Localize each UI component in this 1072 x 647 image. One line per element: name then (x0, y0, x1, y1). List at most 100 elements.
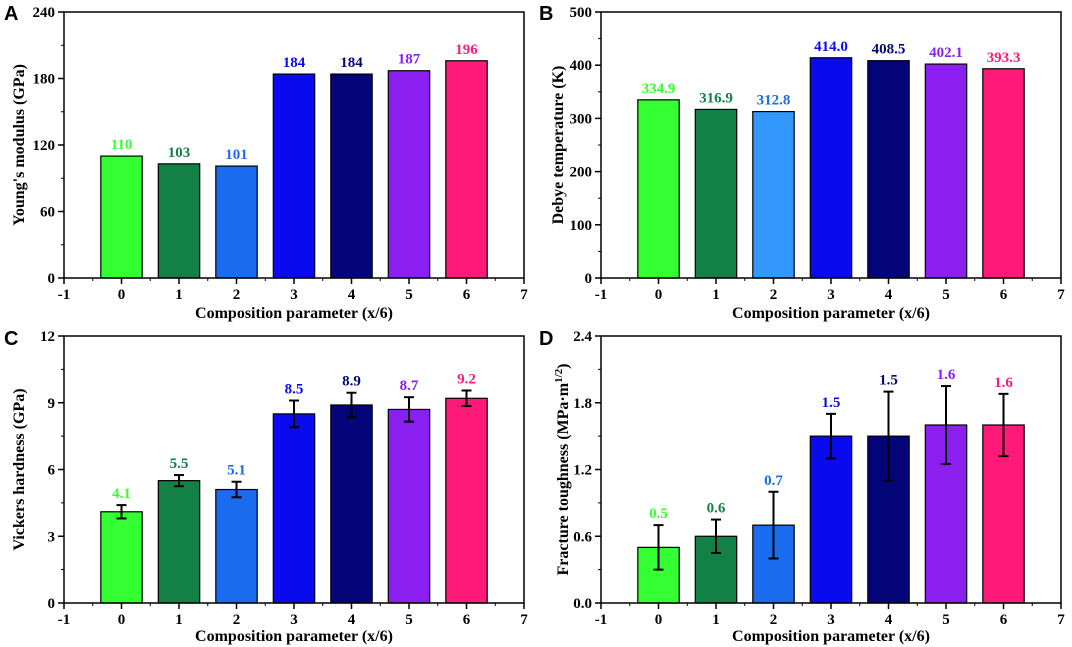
y-axis-title: Debye temperature (K) (550, 66, 567, 225)
bar-a-6 (445, 60, 488, 279)
y-tick-label: 300 (570, 111, 593, 127)
y-tick-label: 2.4 (573, 329, 592, 345)
y-tick-label: 240 (33, 5, 56, 21)
x-tick-label: -1 (58, 612, 71, 628)
bar-c-0 (100, 511, 143, 604)
x-tick-label: 4 (885, 287, 893, 303)
bar-b-5 (924, 63, 968, 279)
data-label-a-1: 103 (168, 145, 191, 161)
x-tick-label: -1 (595, 612, 608, 628)
data-label-a-0: 110 (111, 137, 133, 153)
y-tick-label: 0.6 (573, 529, 592, 545)
x-tick-label: 2 (233, 287, 241, 303)
y-axis-title-superscript: 1/2 (553, 368, 565, 383)
y-tick-label: 100 (570, 218, 593, 234)
x-tick-label: 2 (233, 612, 241, 628)
x-tick-label: 6 (1000, 287, 1008, 303)
y-tick-label: 500 (570, 5, 593, 21)
bar-b-2 (752, 110, 795, 279)
data-label-b-2: 312.8 (757, 93, 791, 109)
data-label-b-6: 393.3 (987, 50, 1021, 66)
data-label-d-3: 1.5 (822, 395, 841, 411)
x-tick-label: 3 (827, 612, 835, 628)
x-tick-label: 7 (520, 612, 528, 628)
data-label-c-4: 8.9 (342, 374, 361, 390)
error-bar-d-6 (998, 392, 1009, 458)
bar-c-3 (272, 413, 316, 604)
data-label-d-6: 1.6 (994, 375, 1013, 391)
bar-c-1 (157, 480, 201, 604)
bar-c-5 (387, 408, 431, 604)
x-tick-label: 7 (520, 287, 528, 303)
y-tick-label: 180 (33, 72, 56, 88)
y-tick-label: 1.8 (573, 396, 592, 412)
x-tick-label: 0 (655, 612, 663, 628)
bar-a-1 (157, 163, 201, 279)
y-tick-label: 60 (40, 205, 55, 221)
data-label-a-5: 187 (398, 52, 421, 68)
data-label-d-2: 0.7 (764, 473, 783, 489)
data-label-d-1: 0.6 (707, 501, 726, 517)
x-tick-label: 0 (118, 287, 126, 303)
chart-panel-d: 0.5 0.6 0.7 1.5 1.5 1.6 1.6 -1 0 1 2 3 4 5 6 7 0.0 0.6 1.2… (553, 329, 1065, 645)
x-axis-title: Composition parameter (x/6) (732, 305, 930, 322)
y-tick-label: 120 (33, 138, 56, 154)
x-axis-title: Composition parameter (x/6) (732, 628, 930, 645)
panel-letter-a: A (4, 3, 18, 25)
y-tick-label: 0.0 (573, 596, 592, 612)
x-tick-label: 4 (348, 612, 356, 628)
bar-c-4 (330, 404, 373, 604)
panel-letter-d: D (539, 328, 553, 350)
y-tick-label: 400 (570, 58, 593, 74)
data-label-b-4: 408.5 (872, 42, 906, 58)
data-label-a-2: 101 (225, 147, 248, 163)
x-tick-label: 5 (942, 287, 950, 303)
error-bar-c-1 (174, 474, 184, 488)
data-label-d-5: 1.6 (937, 367, 956, 383)
error-bar-d-5 (941, 385, 951, 465)
y-tick-label: 0 (48, 271, 56, 287)
error-bar-c-2 (231, 480, 242, 499)
x-tick-label: 4 (885, 612, 893, 628)
error-bar-c-5 (404, 396, 414, 423)
x-tick-label: 3 (290, 287, 298, 303)
x-tick-label: 5 (942, 612, 950, 628)
y-tick-label: 0 (585, 271, 593, 287)
x-tick-label: 6 (463, 612, 471, 628)
data-label-d-4: 1.5 (879, 373, 898, 389)
y-tick-label: 6 (48, 463, 56, 479)
x-tick-label: 1 (712, 612, 720, 628)
error-bar-c-6 (461, 389, 472, 408)
bar-c-6 (445, 397, 488, 604)
data-label-a-6: 196 (455, 42, 478, 58)
x-tick-label: 1 (712, 287, 720, 303)
x-tick-label: 3 (827, 287, 835, 303)
x-tick-label: 2 (770, 612, 778, 628)
error-bar-d-4 (883, 390, 894, 482)
bar-b-1 (694, 108, 738, 279)
bar-b-4 (867, 60, 910, 279)
bar-a-2 (215, 165, 258, 279)
data-label-d-0: 0.5 (649, 506, 668, 522)
error-bar-c-4 (346, 391, 357, 419)
error-bar-c-3 (289, 399, 299, 429)
data-label-b-0: 334.9 (642, 81, 676, 97)
x-tick-label: 0 (655, 287, 663, 303)
data-label-b-3: 414.0 (814, 39, 848, 55)
error-bar-d-0 (653, 524, 664, 571)
x-tick-label: 4 (348, 287, 356, 303)
panel-letter-c: C (4, 328, 18, 350)
x-tick-label: 7 (1057, 287, 1065, 303)
y-tick-label: 12 (40, 329, 55, 345)
data-label-c-0: 4.1 (112, 486, 131, 502)
x-tick-label: -1 (58, 287, 71, 303)
y-tick-label: 1.2 (573, 463, 592, 479)
bar-b-6 (982, 68, 1025, 279)
x-tick-label: -1 (595, 287, 608, 303)
x-tick-label: 0 (118, 612, 126, 628)
y-tick-label: 9 (48, 396, 56, 412)
data-label-c-5: 8.7 (400, 378, 419, 394)
error-bar-d-1 (711, 518, 721, 554)
